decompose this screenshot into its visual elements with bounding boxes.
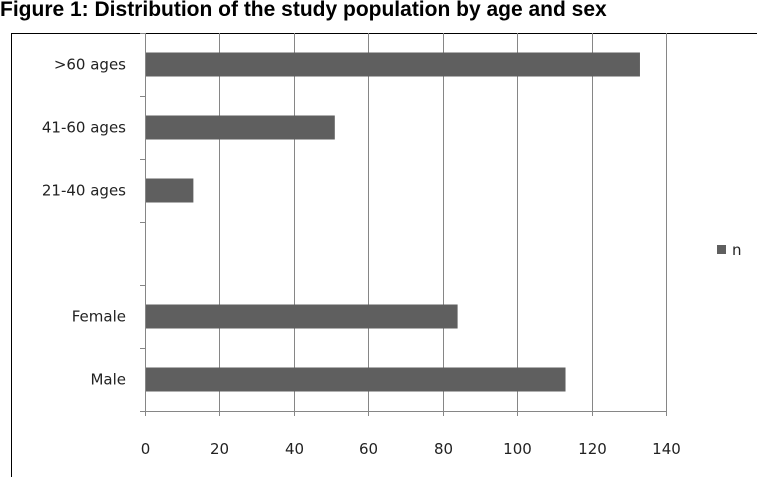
x-tick-label: 140 xyxy=(652,440,681,458)
chart-title: Figure 1: Distribution of the study popu… xyxy=(0,0,607,21)
y-tick-labels: >60 ages 41-60 ages 21-40 ages Female Male xyxy=(42,56,126,389)
x-tick-label: 0 xyxy=(141,440,151,458)
bar xyxy=(146,304,458,329)
legend-label-n: n xyxy=(732,241,742,259)
x-tick-label: 40 xyxy=(285,440,304,458)
x-tick-label: 20 xyxy=(210,440,229,458)
x-tick-label: 60 xyxy=(359,440,378,458)
axes xyxy=(140,33,667,416)
gridlines xyxy=(219,33,667,411)
x-tick-label: 80 xyxy=(434,440,453,458)
bar xyxy=(146,178,194,203)
bar xyxy=(146,367,566,392)
y-tick-label: >60 ages xyxy=(54,56,126,74)
bar xyxy=(146,115,335,140)
bar xyxy=(146,52,640,77)
x-tick-label: 100 xyxy=(503,440,532,458)
x-tick-label: 120 xyxy=(578,440,607,458)
legend: n xyxy=(717,241,742,259)
bars xyxy=(146,52,640,392)
y-tick-label: Male xyxy=(90,371,126,389)
x-tick-labels: 0 20 40 60 80 100 120 140 xyxy=(141,440,681,458)
y-tick-label: 21-40 ages xyxy=(42,182,126,200)
y-tick-label: Female xyxy=(72,308,126,326)
y-tick-label: 41-60 ages xyxy=(42,119,126,137)
legend-swatch-n xyxy=(717,245,726,254)
